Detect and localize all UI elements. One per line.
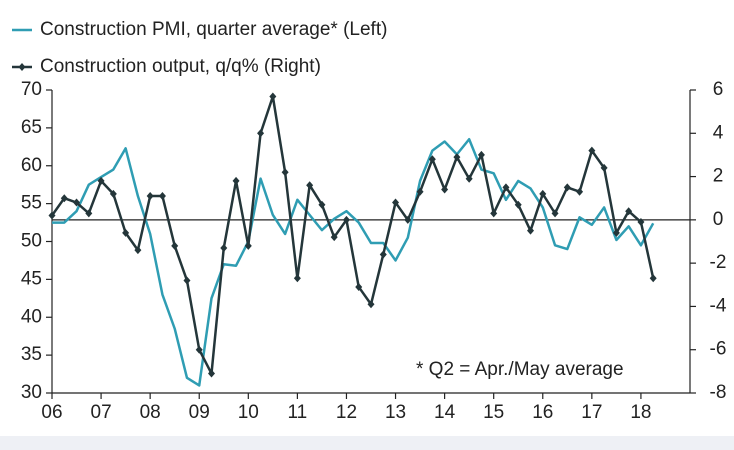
x-tick-label: 17 [581,402,602,423]
y-tick-label: 65 [21,117,42,138]
point [527,226,534,235]
x-tick-label: 11 [288,402,308,423]
point [404,215,412,224]
point [612,228,620,237]
point [441,185,449,194]
y2-tick-label: 6 [713,79,724,100]
point [465,174,473,183]
point [269,92,277,101]
y2-tick-label: -4 [710,295,727,316]
point [220,243,228,252]
point [109,189,117,198]
point [208,369,215,378]
y-tick-label: 30 [21,382,42,403]
x-tick-label: 12 [336,402,357,423]
point [158,192,166,201]
point [257,129,265,138]
y-tick-label: 50 [21,231,42,252]
x-tick-label: 15 [483,402,504,423]
point [576,187,584,196]
point [85,209,93,218]
point [367,300,375,309]
point [183,276,191,285]
y2-tick-label: 4 [713,122,724,143]
x-tick-label: 14 [434,402,456,423]
x-tick-label: 09 [189,402,210,423]
point [355,282,363,291]
y-tick-label: 60 [21,155,42,176]
point [97,176,105,185]
point [625,207,633,216]
point [171,241,179,250]
x-tick-label: 18 [630,402,651,423]
series-line [52,137,655,387]
point [48,211,56,220]
point [477,150,485,159]
point [330,233,338,242]
series-line [50,95,655,375]
point [342,215,350,224]
point [244,241,252,250]
point [146,192,154,201]
y2-tick-label: -6 [710,339,727,360]
point [551,209,559,218]
x-tick-label: 10 [238,402,259,423]
y2-tick-label: 2 [713,166,724,187]
point [134,246,142,255]
y-tick-label: 35 [21,344,42,365]
y-tick-label: 55 [21,193,42,214]
point [502,183,510,192]
point [649,274,657,283]
point [428,155,436,164]
x-tick-label: 13 [385,402,406,423]
point [637,218,645,227]
point [379,250,387,259]
x-tick-label: 06 [41,402,62,423]
point [490,209,498,218]
point [392,198,400,207]
point [318,200,326,209]
point [195,345,203,354]
point [600,163,608,172]
point [232,176,240,185]
y2-tick-label: 0 [713,209,724,230]
point [293,274,301,283]
footer-band [0,436,734,450]
y2-tick-label: -8 [710,382,727,403]
x-tick-label: 16 [532,402,553,423]
point [306,181,314,190]
point [539,189,547,198]
legend-marker [18,63,26,71]
point [514,200,522,209]
y-tick-label: 40 [21,306,42,327]
y-tick-label: 70 [21,79,42,100]
annotation: * Q2 = Apr./May average [416,359,624,380]
point [73,198,81,207]
point [60,194,68,203]
point [588,146,596,155]
y2-tick-label: -2 [710,252,727,273]
legend-label: Construction PMI, quarter average* (Left… [40,19,387,40]
point [563,183,571,192]
x-tick-label: 07 [91,402,112,423]
point [281,168,289,177]
point [416,187,424,196]
point [122,228,130,237]
x-tick-label: 08 [140,402,161,423]
legend-label: Construction output, q/q% (Right) [40,56,321,77]
y-tick-label: 45 [21,268,42,289]
point [453,153,461,162]
